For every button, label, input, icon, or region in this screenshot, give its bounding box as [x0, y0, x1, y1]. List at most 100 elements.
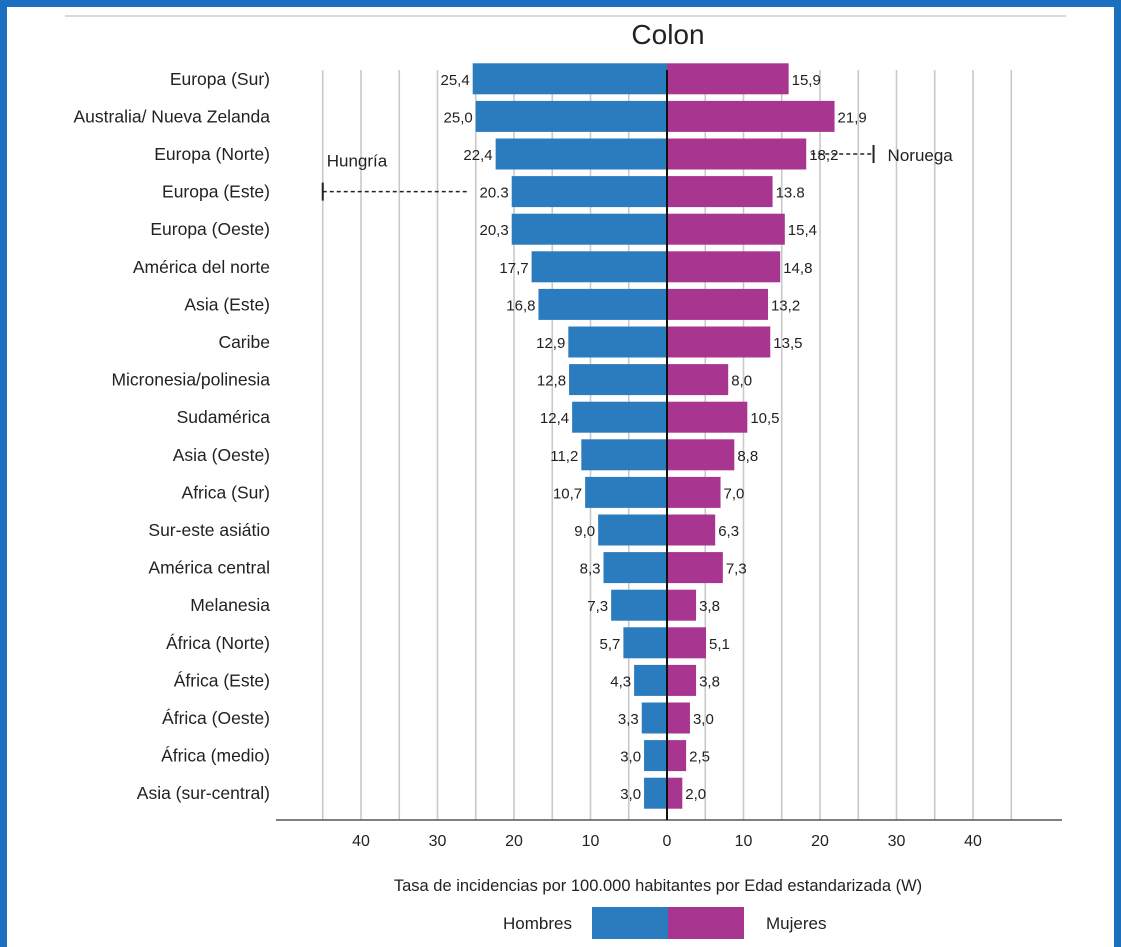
x-tick-label: 0	[663, 833, 672, 850]
category-label: Asia (Oeste)	[173, 445, 270, 465]
category-label: Europa (Norte)	[154, 144, 270, 164]
legend: Hombres Mujeres	[503, 907, 826, 939]
value-label-hombres: 12,8	[537, 373, 566, 390]
value-label-hombres: 22,4	[463, 147, 492, 164]
labels: 40 30 20 10 0 10 20 30 40 Europa (Sur) 25,4 15,9 Aus…	[74, 69, 983, 850]
bar-mujeres	[667, 439, 735, 471]
value-label-mujeres: 13,5	[773, 335, 802, 352]
chart-title: Colon	[631, 19, 704, 50]
category-label: Sudamérica	[177, 407, 271, 427]
bar-mujeres	[667, 740, 687, 772]
bar-mujeres	[667, 589, 697, 621]
value-label-hombres: 25,4	[440, 72, 469, 89]
value-label-hombres: 3,3	[618, 711, 639, 728]
value-label-mujeres: 7,3	[726, 561, 747, 578]
value-label-hombres: 5,7	[600, 636, 621, 653]
value-label-mujeres: 2,5	[689, 749, 710, 766]
bar-hombres	[569, 364, 667, 396]
bar-hombres	[623, 627, 667, 659]
x-tick-label: 30	[888, 833, 906, 850]
value-label-mujeres: 13.8	[776, 185, 805, 202]
bar-mujeres	[667, 251, 781, 283]
bar-hombres	[511, 213, 667, 245]
value-label-hombres: 16,8	[506, 297, 535, 314]
annotation-noruega: Noruega	[888, 146, 954, 165]
value-label-hombres: 4,3	[610, 673, 631, 690]
bar-hombres	[644, 777, 667, 809]
value-label-mujeres: 3,8	[699, 673, 720, 690]
category-label: Asia (sur-central)	[137, 783, 270, 803]
bar-hombres	[495, 138, 667, 170]
x-axis-title: Tasa de incidencias por 100.000 habitant…	[394, 877, 922, 895]
bar-hombres	[511, 176, 667, 208]
bar-hombres	[585, 476, 667, 508]
category-label: Europa (Oeste)	[150, 219, 270, 239]
value-label-mujeres: 7,0	[724, 485, 745, 502]
value-label-mujeres: 13,2	[771, 297, 800, 314]
bar-mujeres	[667, 63, 789, 95]
bar-hombres	[538, 288, 667, 320]
category-label: África (Oeste)	[162, 708, 270, 728]
bar-mujeres	[667, 138, 807, 170]
bar-hombres	[472, 63, 667, 95]
bar-hombres	[531, 251, 667, 283]
value-label-hombres: 7,3	[587, 598, 608, 615]
value-label-mujeres: 15,4	[788, 222, 817, 239]
bar-mujeres	[667, 326, 771, 358]
x-tick-label: 40	[352, 833, 370, 850]
value-label-hombres: 9,0	[574, 523, 595, 540]
value-label-mujeres: 5,1	[709, 636, 730, 653]
bar-mujeres	[667, 288, 768, 320]
bar-hombres	[634, 664, 667, 696]
bar-mujeres	[667, 664, 697, 696]
bar-hombres	[611, 589, 667, 621]
x-tick-label: 20	[505, 833, 523, 850]
value-label-mujeres: 3,0	[693, 711, 714, 728]
value-label-hombres: 3,0	[620, 786, 641, 803]
bar-hombres	[572, 401, 667, 433]
bar-mujeres	[667, 702, 690, 734]
category-label: Europa (Este)	[162, 182, 270, 202]
value-label-mujeres: 14,8	[783, 260, 812, 277]
category-label: Asia (Este)	[184, 294, 270, 314]
value-label-mujeres: 18,2	[809, 147, 838, 164]
bar-mujeres	[667, 627, 707, 659]
bar-hombres	[475, 100, 667, 132]
value-label-mujeres: 10,5	[750, 410, 779, 427]
category-label: África (Norte)	[166, 633, 270, 653]
bar-mujeres	[667, 100, 835, 132]
bar-mujeres	[667, 401, 748, 433]
value-label-hombres: 10,7	[553, 485, 582, 502]
annotation-hungria: Hungría	[327, 152, 388, 171]
value-label-hombres: 20,3	[480, 222, 509, 239]
value-label-mujeres: 21,9	[838, 109, 867, 126]
value-label-mujeres: 3,8	[699, 598, 720, 615]
bar-hombres	[598, 514, 667, 546]
bar-mujeres	[667, 476, 721, 508]
category-label: África (Este)	[174, 670, 270, 690]
value-label-hombres: 3,0	[620, 749, 641, 766]
value-label-hombres: 8,3	[580, 561, 601, 578]
value-label-hombres: 25,0	[444, 109, 473, 126]
legend-label-mujeres: Mujeres	[766, 914, 826, 933]
category-label: África (medio)	[161, 746, 270, 766]
value-label-mujeres: 8,8	[737, 448, 758, 465]
category-label: Caribe	[218, 332, 270, 352]
bar-mujeres	[667, 514, 716, 546]
bar-mujeres	[667, 213, 785, 245]
category-label: Sur-este asiátio	[148, 520, 270, 540]
value-label-mujeres: 8,0	[731, 373, 752, 390]
value-label-hombres: 12,4	[540, 410, 569, 427]
bar-hombres	[641, 702, 667, 734]
category-label: América del norte	[133, 257, 270, 277]
x-tick-label: 20	[811, 833, 829, 850]
bar-mujeres	[667, 552, 723, 584]
category-label: Micronesia/polinesia	[111, 370, 270, 390]
x-tick-label: 40	[964, 833, 982, 850]
category-label: Europa (Sur)	[170, 69, 270, 89]
x-tick-label: 30	[429, 833, 447, 850]
value-label-hombres: 20.3	[480, 185, 509, 202]
bar-mujeres	[667, 777, 683, 809]
